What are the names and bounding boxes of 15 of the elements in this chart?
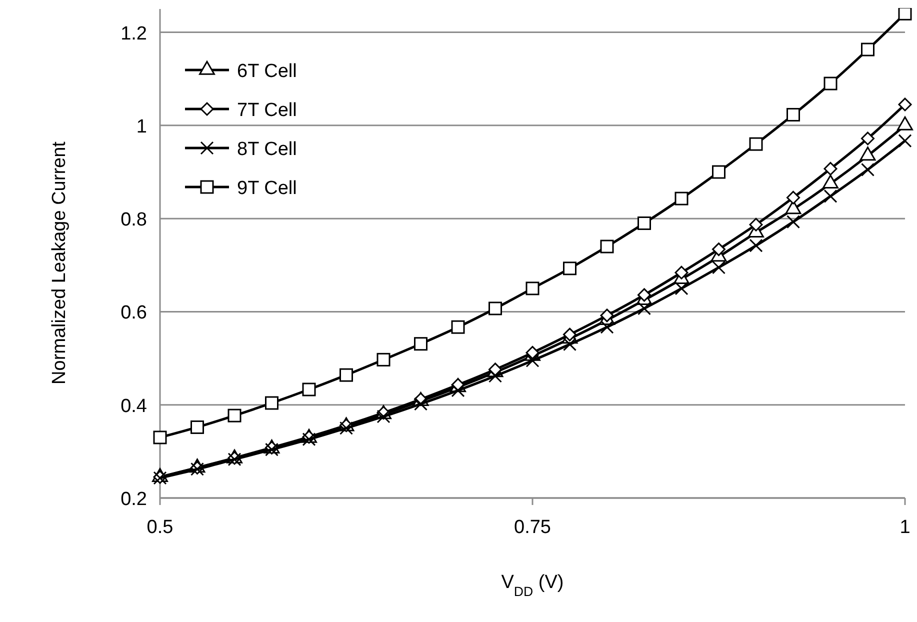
y-tick-label: 1.2 [120,23,147,44]
x-tick-label: 1 [900,517,910,538]
legend-label: 7T Cell [237,100,297,121]
y-tick-label: 0.2 [120,489,147,510]
x-tick-label: 0.5 [146,517,174,538]
y-tick-label: 0.6 [120,302,147,324]
legend-label: 6T Cell [237,61,297,82]
y-tick-label: 0.8 [120,210,147,231]
y-tick-label: 1 [136,116,147,138]
y-axis-title: Normalized Leakage Current [49,140,70,384]
x-tick-label: 0.75 [514,517,551,538]
x-axis-title: V$_{DD}$ (V) [501,572,564,598]
y-tick-label: 0.4 [120,396,148,417]
legend-label: 9T Cell [237,178,297,199]
legend-label: 8T Cell [237,139,297,160]
